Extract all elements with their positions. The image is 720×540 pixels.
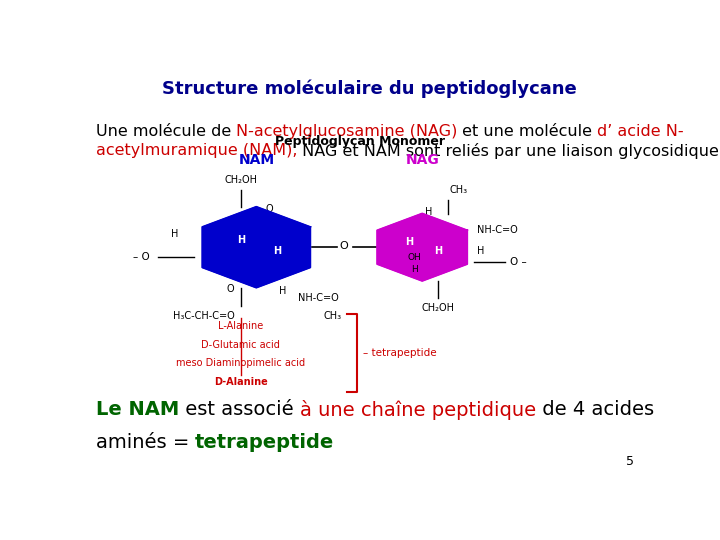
Text: H: H: [425, 207, 432, 217]
Text: H₃C-CH-C=O: H₃C-CH-C=O: [174, 311, 235, 321]
Text: CH₂OH: CH₂OH: [224, 175, 257, 185]
Text: H: H: [433, 246, 442, 255]
Text: D-Glutamic acid: D-Glutamic acid: [202, 340, 280, 349]
Text: d’ acide N-: d’ acide N-: [598, 124, 684, 139]
Text: Peptidoglycan Monomer: Peptidoglycan Monomer: [275, 134, 445, 147]
Text: de 4 acides: de 4 acides: [536, 400, 654, 419]
Text: D-Alanine: D-Alanine: [214, 376, 268, 387]
Polygon shape: [377, 214, 467, 281]
Text: O: O: [339, 240, 348, 251]
Text: Une molécule de: Une molécule de: [96, 124, 236, 139]
Text: O: O: [266, 204, 273, 213]
Text: tetrapeptide: tetrapeptide: [195, 433, 335, 452]
Text: H: H: [171, 229, 179, 239]
Text: L-Alanine: L-Alanine: [218, 321, 264, 331]
Text: NH-C=O: NH-C=O: [298, 293, 338, 302]
Text: est associé: est associé: [179, 400, 300, 419]
Text: O –: O –: [510, 258, 527, 267]
Text: H: H: [237, 235, 245, 246]
Text: NH-C=O: NH-C=O: [477, 225, 518, 235]
Text: H: H: [279, 286, 286, 296]
Text: OH: OH: [408, 253, 421, 262]
Text: NAG: NAG: [405, 153, 439, 167]
Text: Structure moléculaire du peptidoglycane: Structure moléculaire du peptidoglycane: [161, 79, 577, 98]
Text: CH₃: CH₃: [324, 311, 342, 321]
Text: à une chaîne peptidique: à une chaîne peptidique: [300, 400, 536, 420]
Text: et une molécule: et une molécule: [457, 124, 598, 139]
Text: NAM: NAM: [238, 153, 274, 167]
Text: Le NAM: Le NAM: [96, 400, 179, 419]
Text: 5: 5: [626, 455, 634, 468]
Text: H: H: [477, 246, 484, 255]
Text: H: H: [405, 237, 413, 247]
Text: aminés =: aminés =: [96, 433, 195, 452]
Text: meso Diaminopimelic acid: meso Diaminopimelic acid: [176, 358, 305, 368]
Text: O: O: [227, 284, 234, 294]
Text: – O: – O: [133, 252, 150, 262]
Text: H: H: [411, 265, 418, 274]
Text: – tetrapeptide: – tetrapeptide: [363, 348, 436, 358]
Text: H: H: [273, 246, 281, 255]
Polygon shape: [202, 207, 310, 287]
Text: NAG et NAM sont reliés par une liaison glycosidique: NAG et NAM sont reliés par une liaison g…: [297, 143, 719, 159]
Text: acetylmuramique (NAM),: acetylmuramique (NAM),: [96, 143, 297, 158]
Text: N-acetylglucosamine (NAG): N-acetylglucosamine (NAG): [236, 124, 457, 139]
Text: CH₃: CH₃: [449, 185, 467, 195]
Text: CH₂OH: CH₂OH: [421, 302, 454, 313]
